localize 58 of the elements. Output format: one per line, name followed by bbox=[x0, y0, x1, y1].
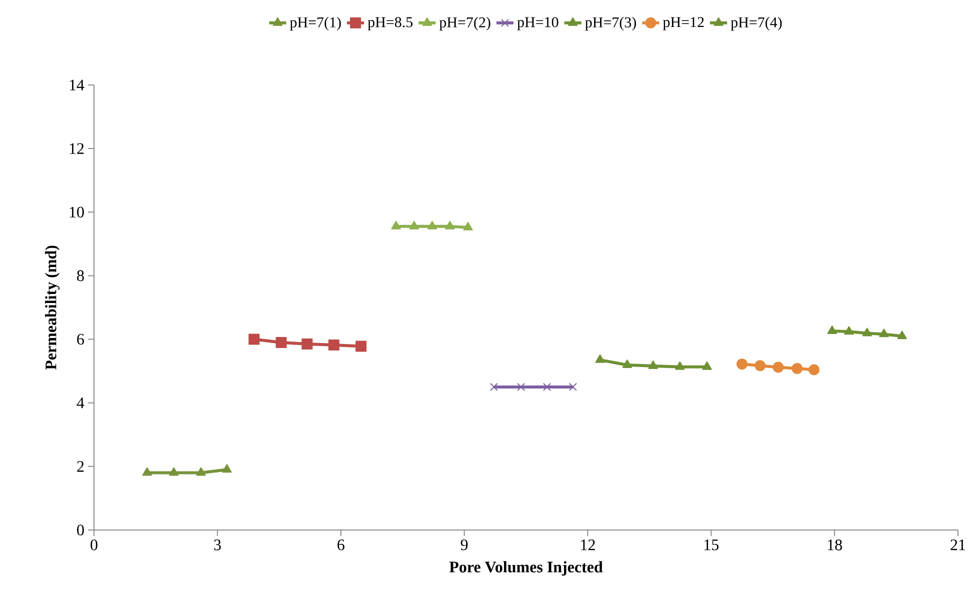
point bbox=[702, 361, 712, 370]
point bbox=[897, 330, 907, 340]
point bbox=[445, 220, 455, 230]
point bbox=[862, 328, 872, 336]
point bbox=[517, 382, 526, 391]
point bbox=[622, 360, 632, 368]
point bbox=[490, 382, 498, 391]
point bbox=[391, 220, 401, 230]
x-tick-label: 3 bbox=[214, 540, 221, 550]
point bbox=[196, 467, 206, 476]
x-axis-title: Pore Volumes Injected bbox=[449, 561, 603, 576]
legend-label: pH=12 bbox=[662, 17, 704, 30]
point bbox=[276, 336, 287, 348]
point bbox=[427, 220, 438, 230]
point bbox=[808, 364, 820, 376]
legend-label: pH=8.5 bbox=[368, 17, 413, 30]
y-tick-label: 0 bbox=[77, 524, 84, 536]
x-tick-label: 6 bbox=[338, 540, 344, 550]
legend-label: pH=10 bbox=[517, 17, 558, 30]
point bbox=[844, 326, 854, 335]
y-tick-label: 14 bbox=[70, 80, 84, 90]
y-axis-title: Permeability (md) bbox=[45, 246, 60, 370]
point bbox=[736, 358, 748, 370]
point bbox=[827, 326, 837, 334]
legend-label: pH=7(3) bbox=[585, 16, 636, 30]
point bbox=[302, 338, 313, 350]
point bbox=[409, 220, 419, 230]
legend-label: pH=7(4) bbox=[730, 16, 782, 30]
x-tick-label: 15 bbox=[704, 540, 719, 550]
y-tick-label: 4 bbox=[76, 398, 84, 408]
point bbox=[595, 354, 605, 363]
point bbox=[754, 360, 766, 372]
y-tick-label: 8 bbox=[77, 270, 84, 282]
y-tick-label: 6 bbox=[77, 334, 84, 345]
y-tick-label: 2 bbox=[77, 461, 84, 472]
x-tick-label: 18 bbox=[828, 540, 842, 550]
point bbox=[772, 362, 784, 373]
x-tick-label: 0 bbox=[90, 540, 98, 550]
legend-label: pH=7(1) bbox=[290, 16, 341, 30]
point bbox=[356, 340, 367, 352]
y-tick-label: 10 bbox=[70, 206, 84, 218]
point bbox=[168, 467, 179, 476]
point bbox=[142, 467, 152, 476]
point bbox=[542, 382, 552, 391]
point bbox=[328, 339, 340, 350]
point bbox=[648, 360, 658, 369]
x-tick-label: 12 bbox=[581, 540, 595, 550]
point bbox=[248, 334, 260, 345]
legend-label: pH=7(2) bbox=[439, 16, 490, 30]
point bbox=[568, 382, 577, 391]
point bbox=[675, 361, 685, 370]
x-tick-label: 9 bbox=[460, 540, 468, 550]
x-tick-label: 21 bbox=[950, 540, 966, 550]
point bbox=[879, 328, 889, 338]
point bbox=[463, 222, 473, 230]
point bbox=[792, 363, 803, 374]
point bbox=[222, 464, 232, 473]
y-tick-label: 12 bbox=[70, 143, 84, 154]
